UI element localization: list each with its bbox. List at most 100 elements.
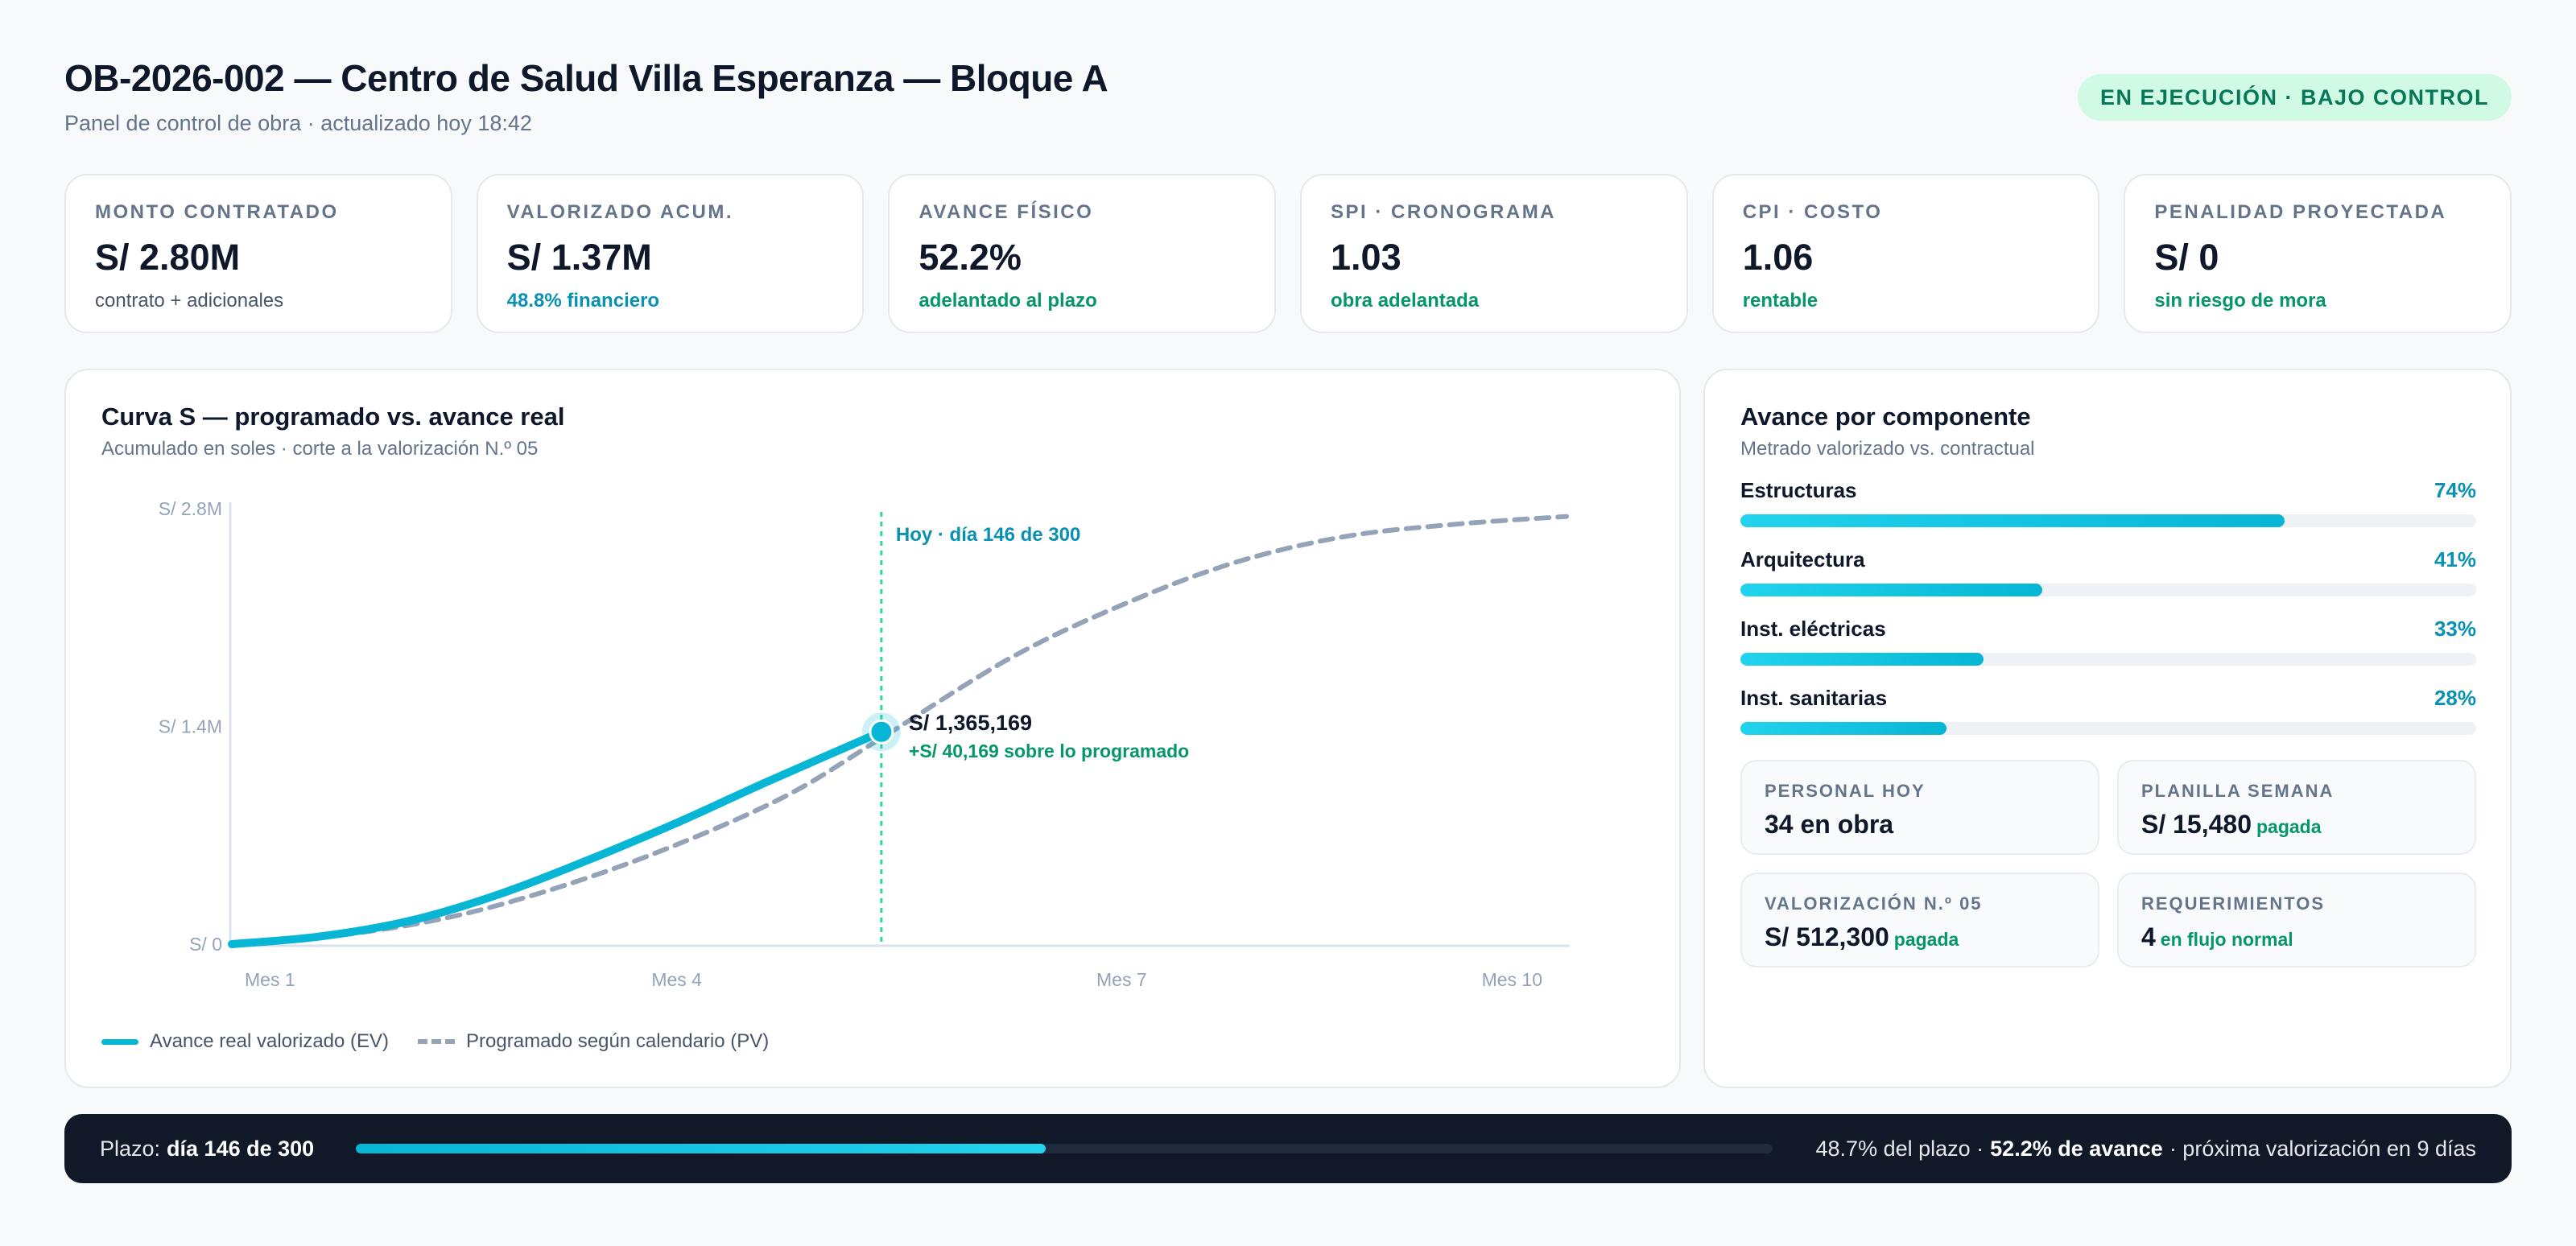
component-progress-fill [1740, 722, 1946, 735]
kpi-value: 1.06 [1742, 237, 1814, 278]
x-tick-label: Mes 10 [1482, 969, 1542, 990]
kpi-label: PENALIDAD PROYECTADA [2154, 201, 2447, 223]
kpi-note: rentable [1742, 290, 1818, 312]
page-title: OB-2026-002 — Centro de Salud Villa Espe… [64, 57, 1108, 99]
kpi-value: S/ 2.80M [95, 237, 241, 278]
legend-label-pv: Programado según calendario (PV) [466, 1030, 770, 1052]
legend-item-ev[interactable]: Avance real valorizado (EV) [101, 1030, 389, 1053]
summary-grid: PERSONAL HOY 34 en obra PLANILLA SEMANA … [1740, 760, 2476, 968]
chart-title: Curva S — programado vs. avance real [101, 402, 565, 431]
component-list: Estructuras 74% Arquitectura 41% Inst. e… [1740, 478, 2476, 755]
component-pct: 28% [2434, 686, 2476, 710]
kpi-card-penalidad[interactable]: PENALIDAD PROYECTADA S/ 0 sin riesgo de … [2124, 174, 2512, 333]
timeline-pct-plazo: 48.7% del plazo · [1815, 1136, 1984, 1161]
components-title: Avance por componente [1740, 402, 2031, 431]
summary-note: en flujo normal [2160, 929, 2293, 950]
summary-card-requerimientos[interactable]: REQUERIMIENTOS 4 en flujo normal [2117, 873, 2476, 968]
timeline-bar: Plazo: día 146 de 300 48.7% del plazo · … [64, 1114, 2512, 1183]
timeline-next: · próxima valorización en 9 días [2169, 1136, 2476, 1161]
y-tick-label: S/ 1.4M [159, 716, 222, 737]
kpi-card-cpi[interactable]: CPI · COSTO 1.06 rentable [1711, 174, 2100, 333]
component-pct: 74% [2434, 478, 2476, 502]
x-tick-label: Mes 7 [1096, 969, 1147, 990]
kpi-value: 1.03 [1331, 237, 1402, 278]
component-name: Inst. sanitarias [1740, 686, 1888, 710]
timeline-avance: 52.2% de avance [1990, 1136, 2163, 1161]
chart-subtitle: Acumulado en soles · corte a la valoriza… [101, 438, 539, 460]
summary-value: 34 en obra [1765, 810, 1894, 839]
timeline-progress-fill [356, 1144, 1046, 1153]
kpi-row: MONTO CONTRATADO S/ 2.80M contrato + adi… [64, 174, 2512, 333]
summary-note: pagada [1893, 929, 1959, 950]
kpi-card-avance[interactable]: AVANCE FÍSICO 52.2% adelantado al plazo [888, 174, 1277, 333]
s-curve-panel: S/ 0 S/ 1.4M S/ 2.8M Mes 1 Mes 4 Mes 7 Mes 10 H… [64, 369, 1681, 1088]
component-row-estructuras[interactable]: Estructuras 74% [1740, 478, 2476, 547]
summary-label: PERSONAL HOY [1765, 781, 1926, 801]
component-progress-track [1740, 584, 2476, 596]
timeline-prefix: Plazo: [100, 1136, 161, 1161]
kpi-note: sin riesgo de mora [2154, 290, 2326, 312]
series-line-pv [229, 514, 1569, 947]
component-name: Estructuras [1740, 478, 1857, 502]
timeline-day: día 146 de 300 [167, 1136, 315, 1161]
summary-card-valorizacion[interactable]: VALORIZACIÓN N.º 05 S/ 512,300 pagada [1740, 873, 2099, 968]
component-pct: 41% [2434, 547, 2476, 571]
component-progress-fill [1740, 514, 2285, 527]
x-tick-label: Mes 1 [245, 969, 295, 990]
components-panel: Avance por componente Metrado valorizado… [1703, 369, 2512, 1088]
kpi-label: MONTO CONTRATADO [95, 201, 339, 223]
components-subtitle: Metrado valorizado vs. contractual [1740, 438, 2035, 460]
kpi-label: VALORIZADO ACUM. [506, 201, 733, 223]
component-row-electricas[interactable]: Inst. eléctricas 33% [1740, 617, 2476, 686]
y-tick-label: S/ 2.8M [159, 498, 222, 519]
kpi-note: obra adelantada [1331, 290, 1480, 312]
summary-label: PLANILLA SEMANA [2141, 781, 2334, 801]
legend-label-ev: Avance real valorizado (EV) [150, 1030, 390, 1052]
component-progress-fill [1740, 653, 1984, 666]
timeline-summary: 48.7% del plazo · 52.2% de avance · próx… [1816, 1114, 2476, 1183]
summary-card-personal[interactable]: PERSONAL HOY 34 en obra [1740, 760, 2099, 855]
kpi-value: S/ 0 [2154, 237, 2219, 278]
today-label: Hoy · día 146 de 300 [896, 524, 1080, 546]
legend-swatch-pv [418, 1039, 456, 1044]
chart-legend: Avance real valorizado (EV) Programado s… [101, 1030, 769, 1053]
timeline-label: Plazo: día 146 de 300 [100, 1114, 314, 1183]
component-row-arquitectura[interactable]: Arquitectura 41% [1740, 547, 2476, 617]
current-point [869, 719, 894, 745]
kpi-label: SPI · CRONOGRAMA [1331, 201, 1557, 223]
status-badge: EN EJECUCIÓN · BAJO CONTROL [2077, 74, 2512, 121]
component-row-sanitarias[interactable]: Inst. sanitarias 28% [1740, 686, 2476, 755]
summary-card-planilla[interactable]: PLANILLA SEMANA S/ 15,480 pagada [2117, 760, 2476, 855]
component-name: Inst. eléctricas [1740, 617, 1886, 641]
s-curve-chart[interactable]: S/ 0 S/ 1.4M S/ 2.8M Mes 1 Mes 4 Mes 7 Mes 10 H… [66, 370, 1682, 1090]
kpi-card-spi[interactable]: SPI · CRONOGRAMA 1.03 obra adelantada [1300, 174, 1688, 333]
component-progress-track [1740, 653, 2476, 666]
kpi-note: 48.8% financiero [506, 290, 660, 312]
legend-swatch-ev [101, 1038, 138, 1045]
kpi-label: AVANCE FÍSICO [919, 201, 1094, 223]
summary-value: 4 [2141, 922, 2156, 951]
kpi-note: contrato + adicionales [95, 290, 284, 312]
component-name: Arquitectura [1740, 547, 1865, 571]
kpi-card-monto[interactable]: MONTO CONTRATADO S/ 2.80M contrato + adi… [64, 174, 452, 333]
x-tick-label: Mes 4 [651, 969, 702, 990]
y-tick-label: S/ 0 [189, 934, 222, 955]
summary-note: pagada [2256, 816, 2322, 837]
component-pct: 33% [2434, 617, 2476, 641]
summary-label: REQUERIMIENTOS [2141, 893, 2326, 914]
component-progress-fill [1740, 584, 2042, 596]
summary-value: S/ 512,300 [1765, 922, 1889, 951]
kpi-value: S/ 1.37M [506, 237, 652, 278]
series-line-ev [228, 728, 886, 948]
current-point-label: S/ 1,365,169 [909, 711, 1032, 735]
kpi-note: adelantado al plazo [919, 290, 1097, 312]
kpi-card-valorizado[interactable]: VALORIZADO ACUM. S/ 1.37M 48.8% financie… [476, 174, 865, 333]
page-header: OB-2026-002 — Centro de Salud Villa Espe… [64, 56, 2512, 145]
current-point-delta: +S/ 40,169 sobre lo programado [909, 741, 1189, 761]
legend-item-pv[interactable]: Programado según calendario (PV) [418, 1030, 769, 1053]
kpi-label: CPI · COSTO [1742, 201, 1883, 223]
timeline-progress-track [356, 1144, 1773, 1153]
component-progress-track [1740, 514, 2476, 527]
kpi-value: 52.2% [919, 237, 1022, 278]
page-subtitle: Panel de control de obra · actualizado h… [64, 111, 532, 135]
